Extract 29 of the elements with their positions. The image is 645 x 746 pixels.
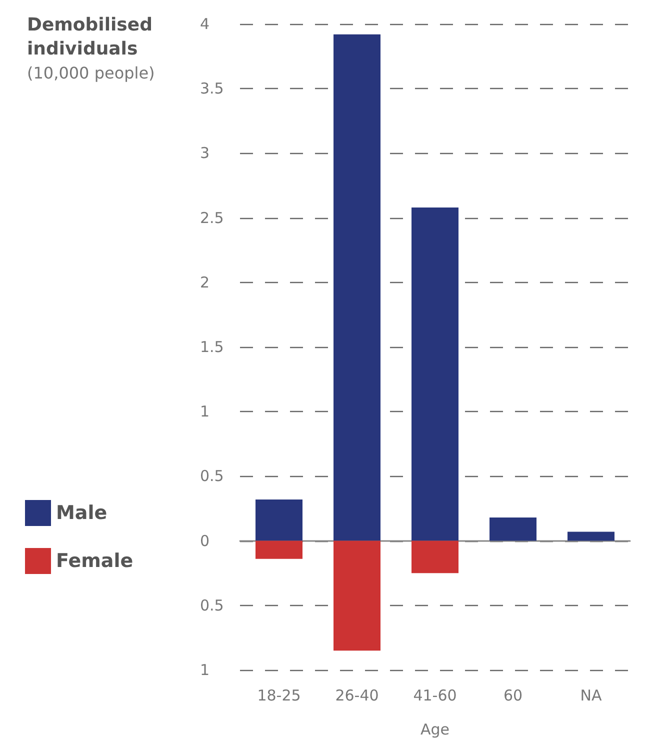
- x-tick-label: 26-40: [335, 686, 379, 704]
- y-tick-label: 3: [200, 144, 210, 162]
- y-tick-label: 1: [200, 402, 210, 421]
- bar: [334, 34, 380, 541]
- bar: [490, 518, 536, 541]
- y-tick-label: 4: [200, 15, 210, 33]
- legend-label: Female: [56, 550, 134, 572]
- y-tick-label: 0.5: [200, 467, 224, 486]
- bar: [256, 499, 302, 541]
- bar: [412, 207, 458, 541]
- y-tick-label: 0: [200, 532, 210, 550]
- text: Demobilised individuals: [27, 14, 159, 60]
- x-axis-title: Age: [420, 720, 450, 738]
- bar: [568, 532, 614, 541]
- y-tick-label: 3.5: [200, 80, 224, 98]
- text: (10,000 people): [27, 64, 155, 82]
- y-tick-label: 2: [200, 273, 210, 292]
- x-tick-label: 60: [503, 686, 523, 704]
- y-tick-label: 0.5: [200, 596, 224, 614]
- x-tick-label: NA: [580, 686, 602, 704]
- y-tick-label: 2.5: [200, 208, 224, 227]
- y-tick-label: 1: [200, 661, 210, 679]
- x-tick-label: 41-60: [413, 686, 457, 704]
- legend-label: Male: [56, 502, 108, 524]
- bar: [412, 540, 458, 574]
- y-tick-label: 1.5: [200, 338, 224, 356]
- bar: [256, 540, 302, 559]
- x-tick-label: 18-25: [257, 686, 301, 704]
- bar: [334, 540, 380, 651]
